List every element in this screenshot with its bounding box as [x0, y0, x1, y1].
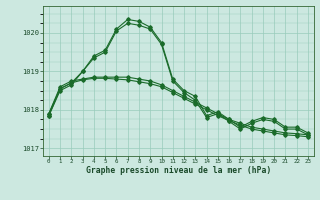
X-axis label: Graphe pression niveau de la mer (hPa): Graphe pression niveau de la mer (hPa)	[86, 166, 271, 175]
